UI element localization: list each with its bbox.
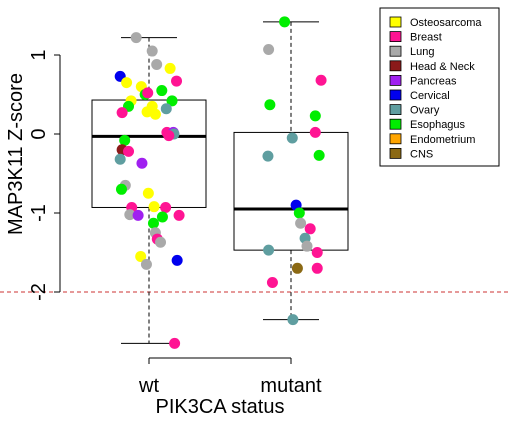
data-point <box>263 43 275 55</box>
data-point <box>164 62 176 74</box>
data-point <box>309 110 321 122</box>
data-point <box>313 149 325 161</box>
y-tick-label: 1 <box>28 49 50 60</box>
x-tick-label: mutant <box>260 375 322 397</box>
data-point <box>169 337 181 349</box>
x-axis-label: PIK3CA status <box>156 396 285 418</box>
data-point <box>163 130 175 142</box>
box-mutant <box>233 131 349 251</box>
legend-swatch <box>389 60 402 72</box>
data-point <box>311 262 323 274</box>
axes-layer: 1 0 -1 -2 wt mutant <box>28 49 322 397</box>
legend-label: CNS <box>410 148 433 160</box>
legend-swatch <box>389 75 402 86</box>
legend-swatch <box>389 147 402 159</box>
data-point <box>140 258 152 270</box>
legend-label: Cervical <box>410 90 450 102</box>
legend-label: Esophagus <box>410 119 466 131</box>
data-point <box>148 201 160 213</box>
data-point <box>279 16 291 28</box>
data-point <box>121 77 133 89</box>
data-point <box>263 244 275 256</box>
data-point <box>173 209 185 221</box>
legend-label: Breast <box>410 32 442 44</box>
boxplot-layer <box>91 21 349 344</box>
data-point <box>309 126 321 138</box>
jitter-points-layer <box>114 16 327 349</box>
data-point <box>295 217 307 229</box>
data-point <box>156 211 168 223</box>
legend: Osteosarcoma Breast Lung Head & Neck Pancrea… <box>379 7 500 167</box>
legend-label: Osteosarcoma <box>410 17 482 29</box>
data-point <box>291 262 303 274</box>
data-point <box>311 247 323 258</box>
data-point <box>142 187 154 199</box>
data-point <box>286 132 298 144</box>
data-point <box>166 95 178 107</box>
y-tick-label: -1 <box>28 204 50 222</box>
legend-swatch <box>389 118 402 130</box>
data-point <box>149 108 161 120</box>
y-tick-label: -2 <box>28 283 50 301</box>
data-point <box>160 201 172 213</box>
legend-label: Endometrium <box>410 134 475 146</box>
legend-label: Ovary <box>410 105 440 117</box>
y-tick-label: 0 <box>28 128 50 139</box>
data-point <box>141 106 153 118</box>
data-point <box>142 87 154 99</box>
data-point <box>119 134 131 146</box>
data-point <box>116 107 128 119</box>
legend-swatch <box>389 89 402 101</box>
data-point <box>160 103 172 115</box>
data-point <box>114 153 126 165</box>
legend-label: Lung <box>410 46 434 58</box>
data-point <box>301 240 313 252</box>
legend-swatch <box>389 133 402 145</box>
data-point <box>135 250 147 262</box>
data-point <box>156 85 168 97</box>
legend-swatch <box>389 104 402 115</box>
legend-label: Head & Neck <box>410 61 475 73</box>
legend-swatch <box>389 31 402 43</box>
data-point <box>132 209 144 221</box>
data-point <box>293 207 305 219</box>
data-point <box>171 254 183 266</box>
data-point <box>151 58 163 70</box>
legend-label: Pancreas <box>410 75 457 87</box>
data-point <box>115 183 127 195</box>
data-point <box>304 223 316 235</box>
data-point <box>136 157 148 169</box>
data-point <box>147 217 159 229</box>
legend-swatch <box>389 45 402 57</box>
data-point <box>130 32 142 44</box>
data-point <box>155 236 167 248</box>
data-point <box>266 277 278 289</box>
data-point <box>315 74 327 86</box>
data-point <box>287 314 299 326</box>
data-point <box>171 75 183 87</box>
data-point <box>262 150 274 162</box>
data-point <box>123 145 135 157</box>
x-tick-label: wt <box>138 375 159 397</box>
data-point <box>146 45 158 57</box>
data-point <box>124 209 136 221</box>
data-point <box>264 99 276 111</box>
y-axis-label: MAP3K11 Z-score <box>5 73 27 235</box>
legend-swatch <box>389 16 402 28</box>
